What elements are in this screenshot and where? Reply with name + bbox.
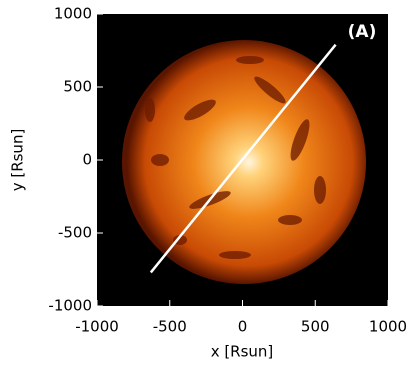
cut-line (149, 43, 337, 274)
y-tick-label: 0 (82, 151, 92, 169)
x-tick-label: 0 (238, 318, 248, 336)
y-tick-label: 500 (63, 78, 92, 96)
y-axis-label: y [Rsun] (9, 129, 27, 192)
y-tick-label: -500 (58, 224, 92, 242)
x-tick-label: -500 (153, 318, 187, 336)
x-tick-label: -1000 (75, 318, 119, 336)
x-tick-label: 1000 (369, 318, 407, 336)
star-image (122, 40, 366, 284)
y-tick-label: 1000 (54, 5, 92, 23)
x-axis-label: x [Rsun] (211, 343, 274, 361)
x-tick-label: 500 (301, 318, 330, 336)
panel-label: (A) (348, 22, 377, 42)
y-tick-label: -1000 (48, 297, 92, 315)
